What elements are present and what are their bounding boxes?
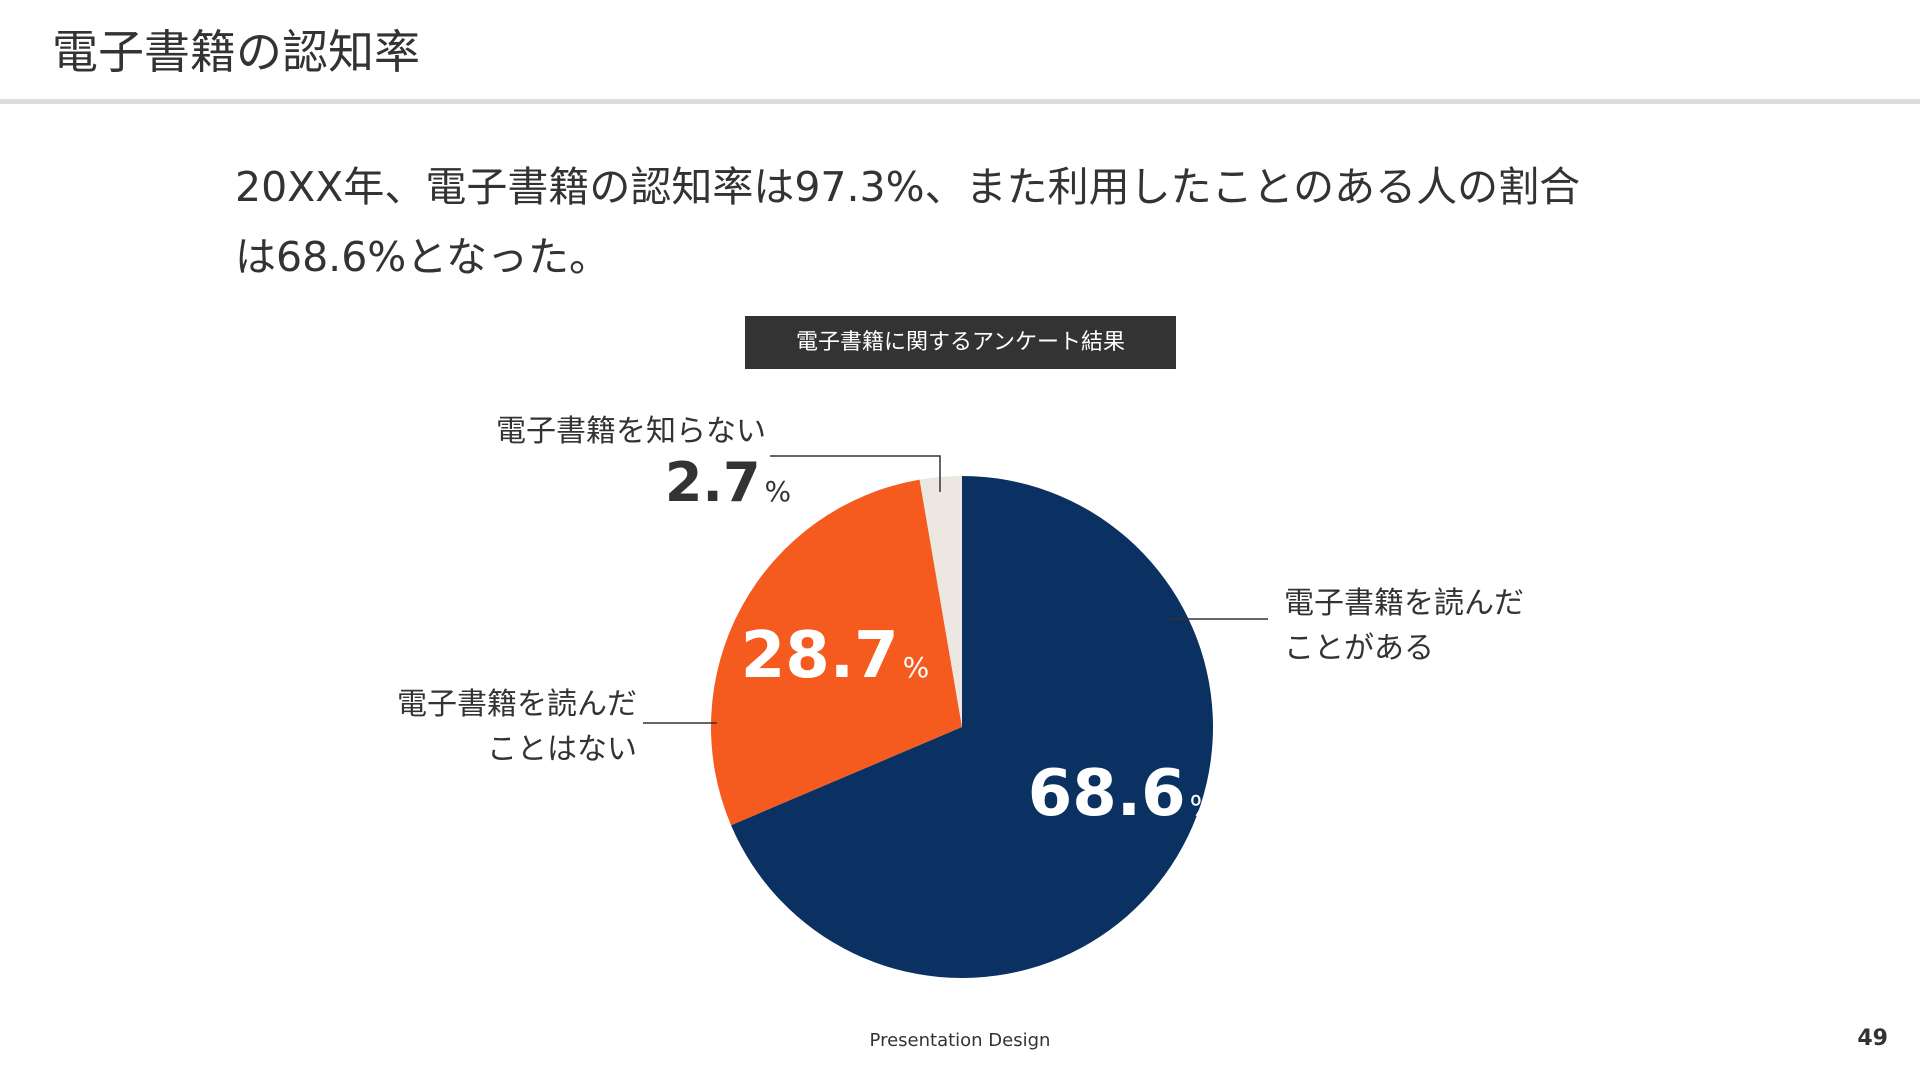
slice-value-label: 2.7% <box>665 451 791 514</box>
slice-label: 電子書籍を読んだ <box>1284 586 1524 621</box>
leader-line <box>770 455 941 492</box>
slice-label: 電子書籍を知らない <box>496 414 766 449</box>
lead-text: 20XX年、電子書籍の認知率は97.3%、また利用したことのある人の割合 は68… <box>235 152 1735 292</box>
pie-slice <box>711 479 962 826</box>
page-number: 49 <box>1857 1026 1888 1051</box>
slice-label: 電子書籍を読んだ <box>397 687 637 722</box>
title-divider <box>0 99 1920 104</box>
chart-title: 電子書籍に関するアンケート結果 <box>745 316 1176 369</box>
footer-text: Presentation Design <box>869 1030 1051 1051</box>
slice-value-label: 68.6% <box>1028 757 1217 831</box>
lead-line-2: は68.6%となった。 <box>235 233 611 281</box>
slice-label: ことはない <box>487 732 637 767</box>
lead-line-1: 20XX年、電子書籍の認知率は97.3%、また利用したことのある人の割合 <box>235 163 1581 211</box>
slice-label: ことがある <box>1284 631 1434 666</box>
page-title: 電子書籍の認知率 <box>52 25 420 79</box>
slice-value-label: 28.7% <box>741 619 930 693</box>
pie-slice <box>919 476 962 727</box>
pie-slice <box>731 476 1213 979</box>
